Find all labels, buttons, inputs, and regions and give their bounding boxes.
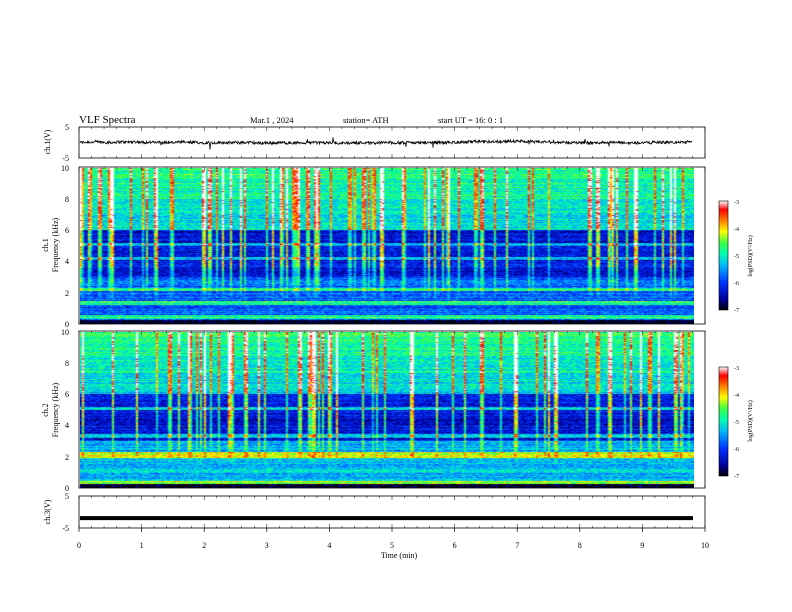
ch1-spec-ytick-2: 2 [65,289,69,298]
start-time-label: start UT = 16: 0 : 1 [438,115,503,125]
ch1-ytick-bottom: -5 [62,154,69,163]
time-axis-tick-label: 7 [515,541,519,550]
ch2-spectrogram-panel: 10 8 6 4 2 0 ch.2 Frequency (kHz) [41,328,706,493]
ch2-colorbar-label: log(PSD)(V²/Hz) [747,400,754,441]
time-axis-label: Time (min) [381,551,418,560]
ch1-spec-ylabel: Frequency (kHz) [51,217,60,272]
time-axis-tick-label: 10 [701,541,709,550]
ch1-ytick-top: 5 [65,123,69,132]
ch1-spec-channel-label: ch.1 [41,238,50,252]
ch3-ytick-top: 5 [65,492,69,501]
time-axis-tick-label: 8 [578,541,582,550]
ch1-colorbar: -3 -4 -5 -6 -7 log(PSD)(V²/Hz) [718,200,754,314]
ch1-cbar-tick-4: -4 [734,227,739,233]
ch1-colorbar-label: log(PSD)(V²/Hz) [747,235,754,276]
ch1-waveform-panel: 5 -5 ch.1(V) [43,123,706,163]
ch2-cbar-tick-6: -6 [734,447,739,453]
ch1-cbar-tick-6: -6 [734,281,739,287]
time-axis-tick-label: 2 [202,541,206,550]
time-axis-tick-label: 5 [390,541,394,550]
ch1-colorbar-scale [718,200,729,311]
ch3-waveform-ylabel: ch.3(V) [43,499,52,524]
ch1-spec-ytick-4: 4 [65,257,69,266]
ch1-cbar-tick-3: -3 [734,200,739,206]
ch2-spec-ytick-0: 0 [65,484,69,493]
ch1-spec-ytick-0: 0 [65,320,69,329]
ch2-cbar-tick-3: -3 [734,366,739,372]
ch2-spec-ytick-2: 2 [65,453,69,462]
ch3-waveform-panel: 5 -5 ch.3(V) [43,492,706,533]
ch1-spectrogram-panel: 10 8 6 4 2 0 ch.1 Frequency (kHz) [41,164,706,329]
ch1-spec-ytick-6: 6 [65,226,69,235]
time-axis-tick-label: 6 [453,541,457,550]
ch1-waveform-ylabel: ch.1(V) [43,129,52,154]
ch1-cbar-tick-7: -7 [734,308,739,314]
date-label: Mar.1 , 2024 [250,115,294,125]
ch2-spec-channel-label: ch.2 [41,403,50,417]
ch2-spec-ytick-8: 8 [65,359,69,368]
ch3-ytick-bottom: -5 [62,524,69,533]
time-axis-tick-label: 3 [265,541,269,550]
time-axis-tick-label: 9 [640,541,644,550]
ch2-spectrogram-image [80,332,694,488]
ch1-cbar-tick-5: -5 [734,254,739,260]
ch2-cbar-tick-5: -5 [734,420,739,426]
ch2-spec-ytick-4: 4 [65,421,69,430]
ch1-waveform-trace [79,137,693,150]
time-axis-tick-label: 0 [77,541,81,550]
ch2-spec-ylabel: Frequency (kHz) [51,382,60,437]
ch1-spectrogram-image [80,168,694,324]
ch2-spec-ytick-6: 6 [65,390,69,399]
ch3-waveform-frame [78,495,706,529]
time-axis: 0 1 2 3 4 5 6 7 8 9 10 [77,528,709,550]
ch2-cbar-tick-4: -4 [734,393,739,399]
ch2-spec-ytick-10: 10 [61,328,69,337]
ch2-colorbar: -3 -4 -5 -6 -7 log(PSD)(V²/Hz) [718,366,754,480]
figure-title: VLF Spectra [79,114,136,126]
time-axis-tick-label: 1 [140,541,144,550]
ch1-spec-ytick-8: 8 [65,195,69,204]
ch1-spec-ytick-10: 10 [61,164,69,173]
station-label: station= ATH [343,115,389,125]
ch2-cbar-tick-7: -7 [734,474,739,480]
time-axis-tick-label: 4 [327,541,331,550]
ch2-colorbar-scale [718,366,729,477]
